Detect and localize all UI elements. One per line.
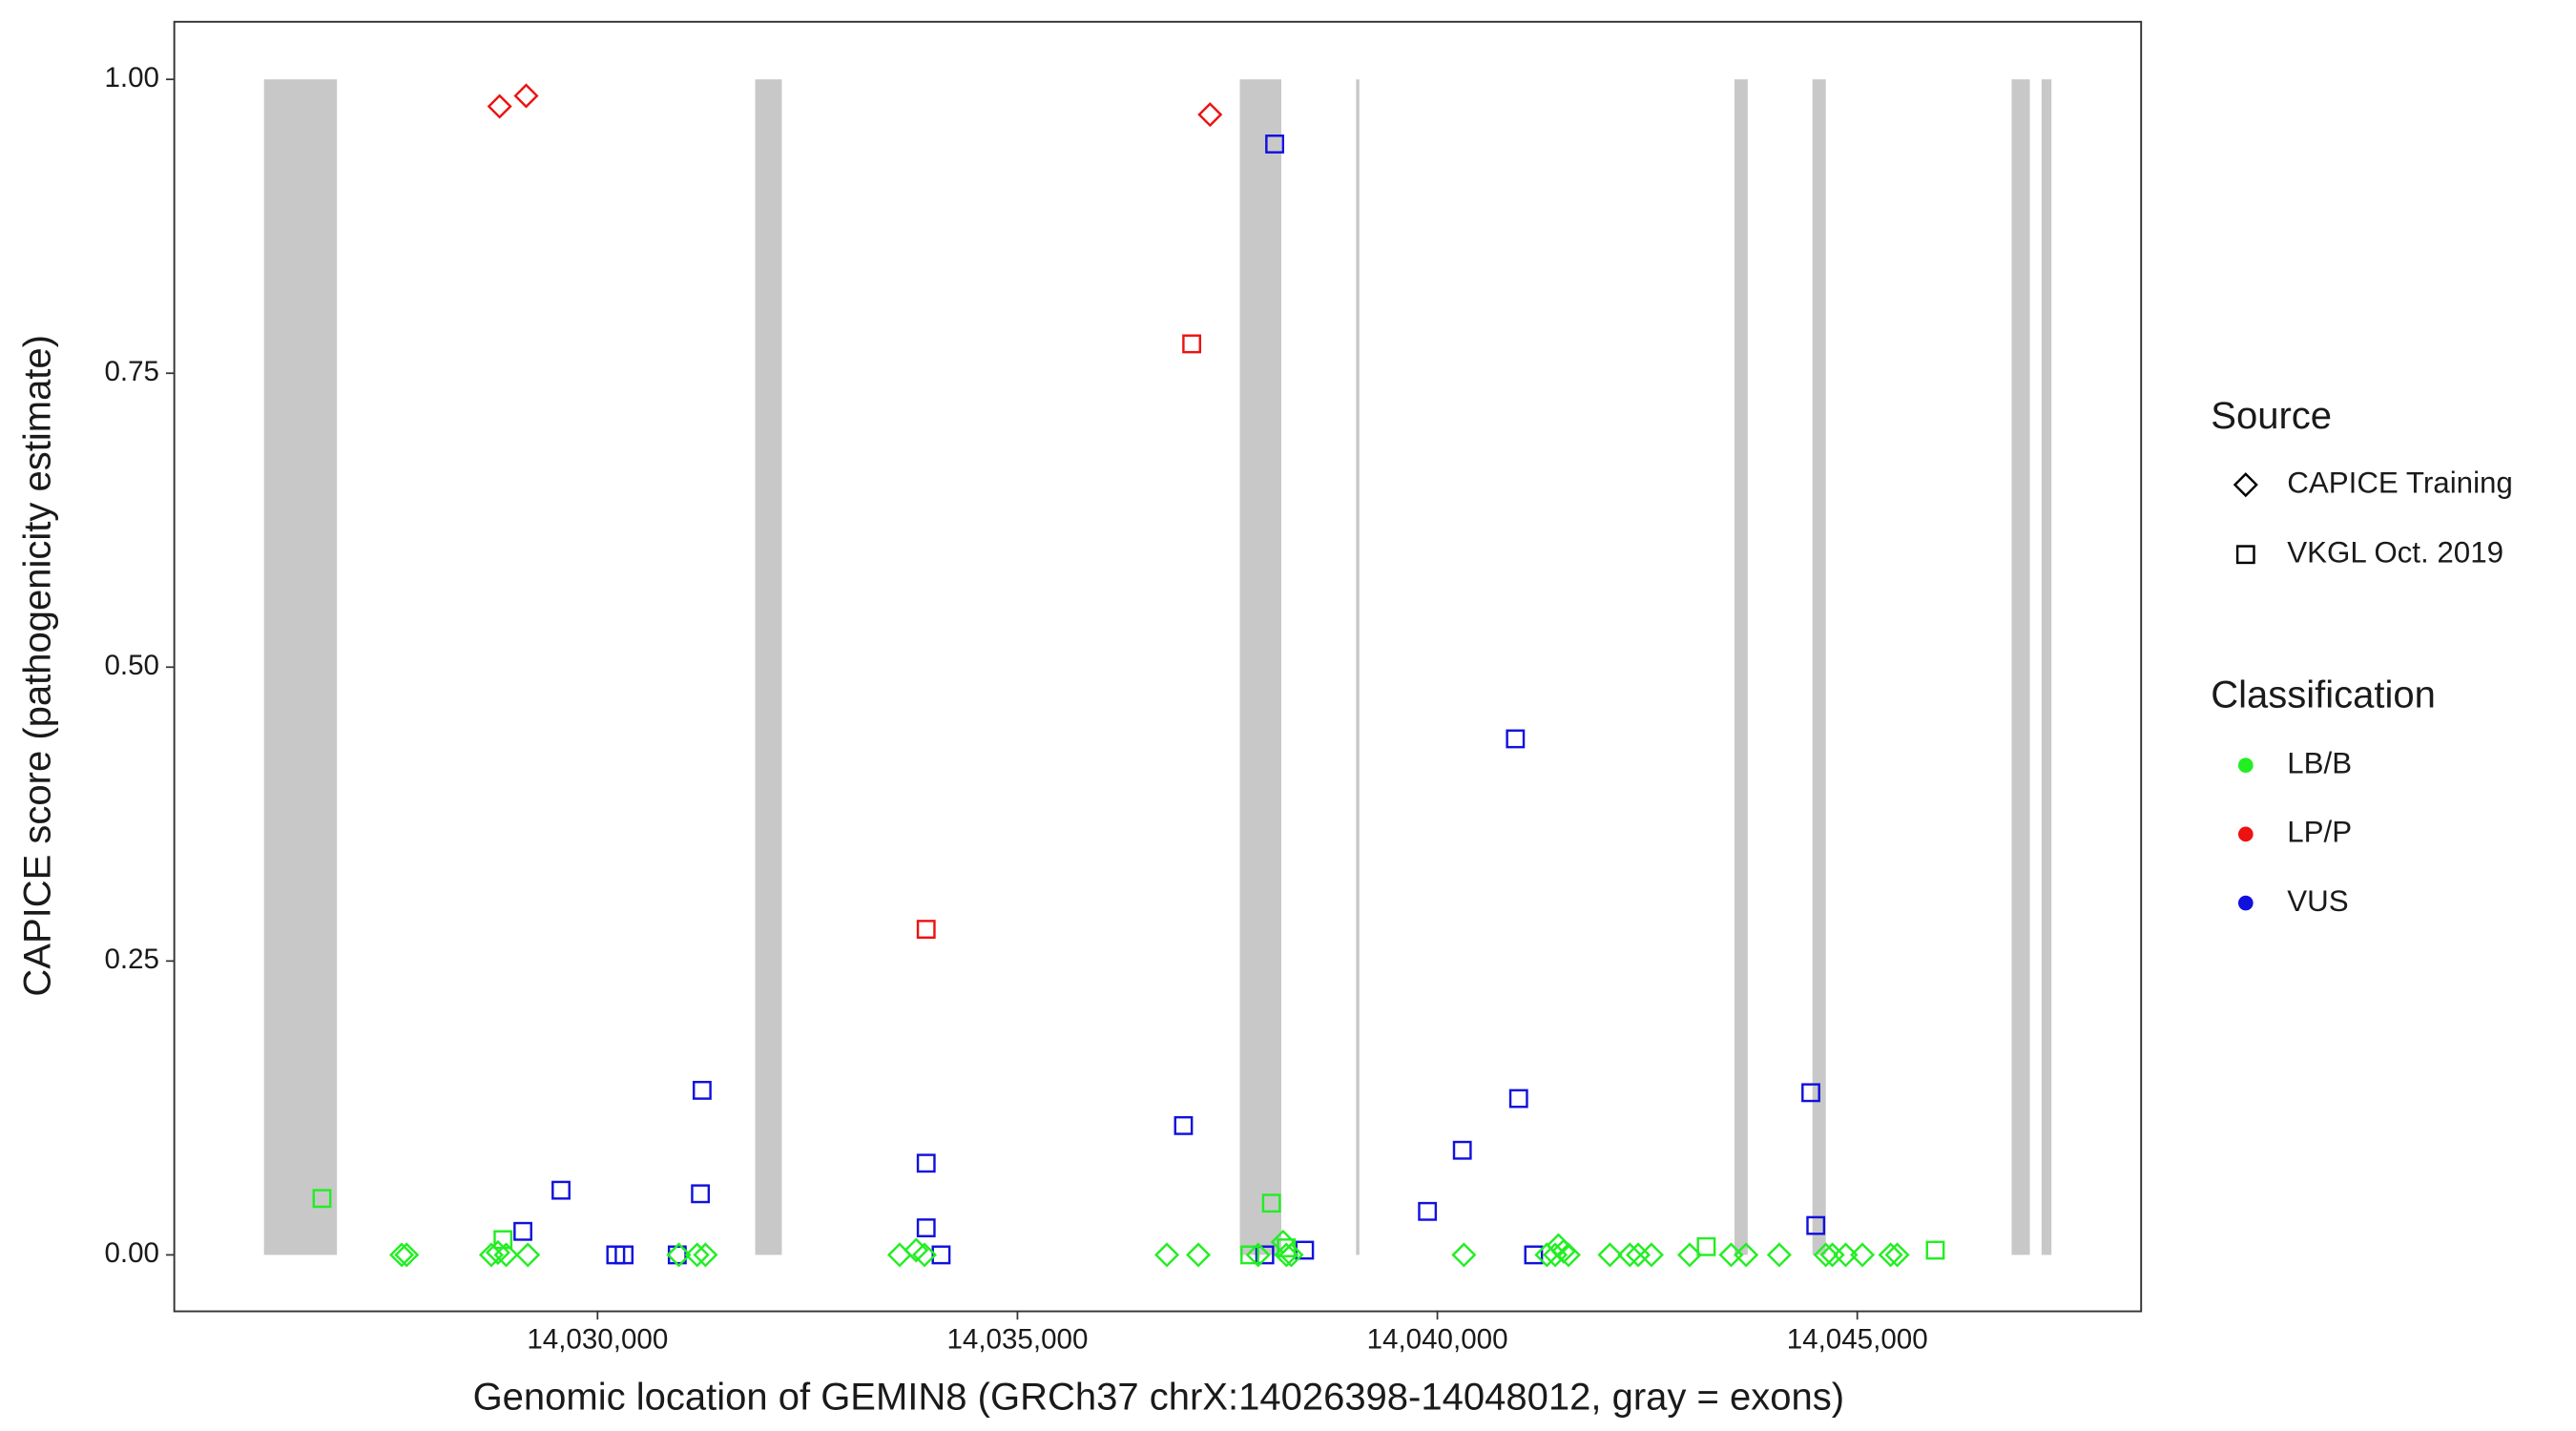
point: [916, 1153, 936, 1173]
point: [684, 1242, 710, 1268]
point: [487, 93, 512, 119]
point: [1506, 729, 1526, 749]
point: [1850, 1242, 1876, 1268]
x-tick-label: 14,045,000: [1787, 1324, 1928, 1356]
point: [931, 1245, 951, 1265]
y-axis-title: CAPICE score (pathogenicity estimate): [16, 335, 58, 997]
point: [1638, 1242, 1664, 1268]
point: [1555, 1242, 1581, 1268]
point: [394, 1242, 420, 1268]
exon: [1734, 79, 1748, 1255]
point: [1878, 1242, 1903, 1268]
point: [1833, 1242, 1859, 1268]
legend-marker: [2237, 826, 2254, 842]
point: [1418, 1201, 1438, 1221]
point: [1452, 1140, 1472, 1160]
point: [1186, 1242, 1212, 1268]
point: [1245, 1242, 1271, 1268]
legend-marker: [2235, 545, 2255, 565]
point: [1508, 1089, 1528, 1109]
point: [1597, 1242, 1623, 1268]
legend-label: LB/B: [2287, 746, 2352, 779]
x-tick-label: 14,030,000: [527, 1324, 668, 1356]
point: [1696, 1236, 1716, 1256]
point: [485, 1239, 510, 1265]
point: [1197, 102, 1223, 128]
point: [1240, 1245, 1259, 1265]
point: [493, 1242, 519, 1268]
point: [1813, 1242, 1839, 1268]
point: [1174, 1115, 1194, 1135]
x-tick-label: 14,035,000: [946, 1324, 1088, 1356]
point: [1884, 1242, 1910, 1268]
x-axis-title: Genomic location of GEMIN8 (GRCh37 chrX:…: [473, 1376, 1844, 1418]
point: [1524, 1245, 1544, 1265]
point: [1925, 1240, 1945, 1260]
point: [692, 1080, 712, 1100]
point: [1734, 1242, 1759, 1268]
legend-label: VUS: [2287, 884, 2348, 918]
point: [1270, 1229, 1296, 1255]
y-tick-label: 0.50: [104, 650, 159, 681]
plot-border: [173, 20, 2143, 1313]
point: [1274, 1242, 1299, 1268]
legend-marker: [2237, 895, 2254, 911]
point: [1261, 1193, 1281, 1213]
point: [513, 1221, 532, 1241]
point: [1451, 1242, 1477, 1268]
point: [666, 1242, 692, 1268]
point: [916, 920, 936, 939]
exon: [1239, 79, 1282, 1255]
point: [1255, 1245, 1275, 1265]
exon: [2011, 79, 2030, 1255]
legend-marker: [2237, 757, 2254, 774]
point: [1766, 1242, 1792, 1268]
point: [1546, 1233, 1571, 1258]
point: [1153, 1242, 1180, 1268]
point: [312, 1189, 332, 1209]
y-tick-label: 1.00: [104, 62, 159, 93]
point: [911, 1242, 938, 1268]
legend-marker: [2233, 472, 2258, 498]
exon: [1812, 79, 1826, 1255]
point: [691, 1184, 711, 1204]
point: [551, 1180, 571, 1200]
point: [1182, 334, 1202, 354]
point: [614, 1245, 634, 1265]
point: [389, 1242, 415, 1268]
point: [1265, 135, 1284, 154]
point: [1801, 1083, 1820, 1103]
legend-label: CAPICE Training: [2287, 466, 2513, 499]
point: [513, 83, 539, 109]
exon: [1356, 79, 1360, 1255]
exon: [755, 79, 782, 1255]
point: [916, 1218, 936, 1237]
x-tick-label: 14,040,000: [1367, 1324, 1508, 1356]
y-tick-label: 0.00: [104, 1237, 159, 1269]
legend-label: VKGL Oct. 2019: [2287, 536, 2503, 570]
y-tick-label: 0.25: [104, 944, 159, 975]
legend-title: Classification: [2211, 674, 2436, 716]
exon: [2041, 79, 2052, 1255]
point: [693, 1242, 718, 1268]
point: [1617, 1242, 1643, 1268]
point: [1806, 1215, 1826, 1235]
point: [1676, 1242, 1703, 1268]
point: [515, 1242, 541, 1268]
y-tick-label: 0.75: [104, 356, 159, 387]
exon: [263, 79, 338, 1255]
legend-title: Source: [2211, 395, 2332, 437]
legend-label: LP/P: [2287, 816, 2352, 849]
